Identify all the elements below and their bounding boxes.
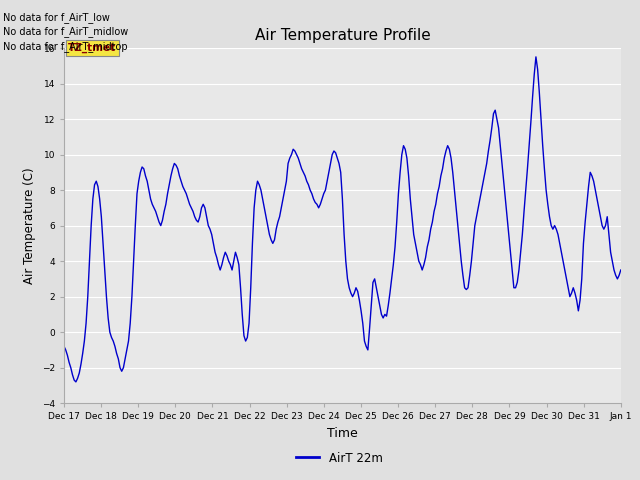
Text: TZ_tmet: TZ_tmet [68, 43, 116, 53]
Text: No data for f_AirT_midtop: No data for f_AirT_midtop [3, 41, 128, 52]
Legend: AirT 22m: AirT 22m [291, 447, 387, 469]
Title: Air Temperature Profile: Air Temperature Profile [255, 28, 430, 43]
Y-axis label: Air Temperature (C): Air Temperature (C) [23, 168, 36, 284]
Text: No data for f_AirT_midlow: No data for f_AirT_midlow [3, 26, 129, 37]
X-axis label: Time: Time [327, 427, 358, 440]
Text: No data for f_AirT_low: No data for f_AirT_low [3, 12, 110, 23]
